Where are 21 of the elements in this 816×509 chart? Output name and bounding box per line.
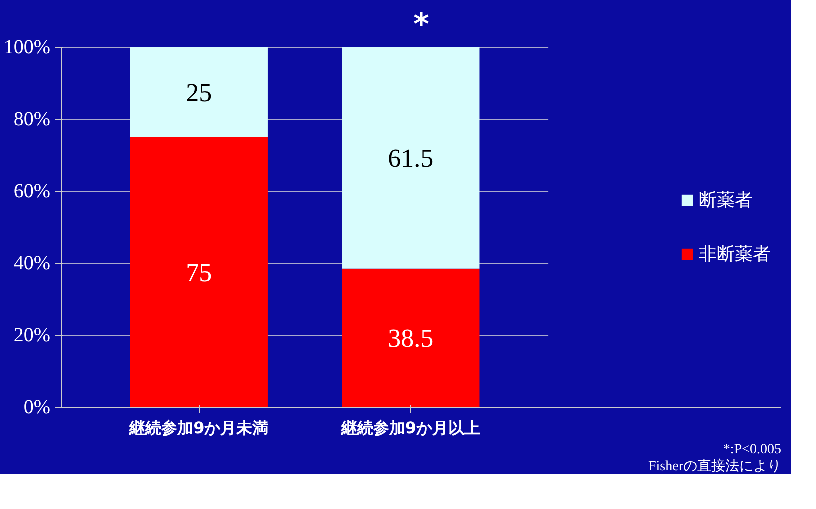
x-tick-label: 継続参加9か月以上 [340, 418, 480, 438]
y-tick-label: 40% [14, 252, 51, 274]
text: *:P<0.005 [723, 442, 782, 458]
y-tick-label: 80% [14, 108, 51, 130]
text: Fisherの直接法により [648, 458, 782, 474]
data-label: 75 [186, 258, 212, 288]
text: * [414, 8, 430, 42]
y-tick-label: 60% [14, 180, 51, 202]
data-label: 25 [186, 78, 212, 108]
y-tick-label: 100% [4, 36, 51, 58]
data-label: 38.5 [388, 324, 434, 354]
data-label: 61.5 [388, 144, 434, 174]
legend-label: 非断薬者 [699, 243, 771, 266]
bar [342, 268, 480, 408]
y-tick-label: 20% [14, 324, 51, 346]
bar [130, 138, 268, 408]
y-tick-label: 0% [24, 396, 51, 418]
bar [130, 48, 268, 138]
bar [342, 48, 480, 269]
x-tick-label: 継続参加9か月未満 [128, 418, 269, 438]
legend-label: 断薬者 [699, 189, 753, 212]
